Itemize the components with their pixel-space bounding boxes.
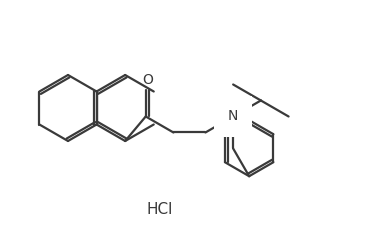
Text: HCl: HCl [147,203,173,218]
Text: O: O [142,73,152,88]
Text: N: N [228,109,238,124]
